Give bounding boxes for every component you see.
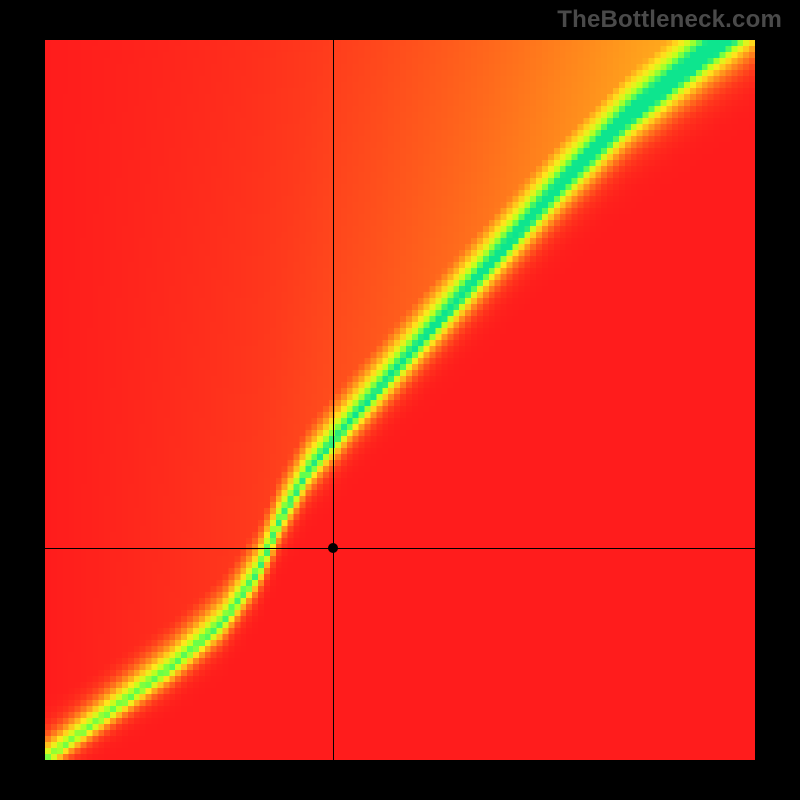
watermark-text: TheBottleneck.com	[557, 6, 782, 34]
heatmap-plot	[45, 40, 755, 760]
crosshair-vertical	[333, 40, 334, 760]
crosshair-marker	[328, 543, 338, 553]
heatmap-canvas	[45, 40, 755, 760]
crosshair-horizontal	[45, 548, 755, 549]
